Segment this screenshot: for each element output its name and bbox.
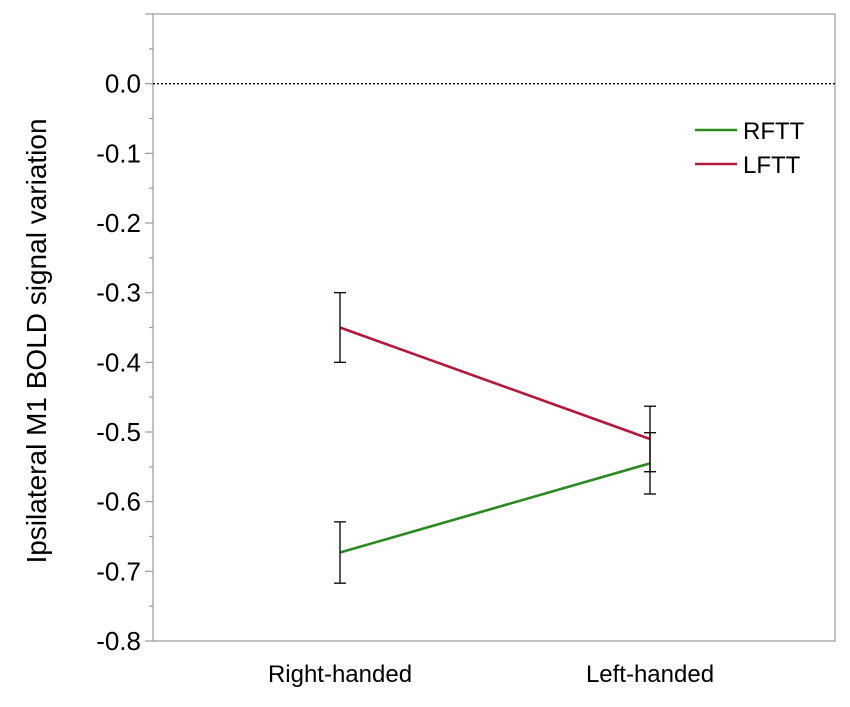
legend-label-lftt: LFTT xyxy=(743,152,801,179)
y-tick-label: -0.4 xyxy=(96,347,141,377)
y-axis-ticks: 0.0 -0.1 -0.2 -0.3 -0.4 -0.5 -0.6 -0.7 -0.8 xyxy=(96,13,153,656)
y-tick-label: -0.3 xyxy=(96,278,141,308)
legend: RFTT LFTT xyxy=(695,118,805,179)
legend-label-rftt: RFTT xyxy=(743,118,805,145)
error-bar xyxy=(644,405,656,473)
x-category-label: Right-handed xyxy=(268,661,412,688)
y-tick-label: -0.2 xyxy=(96,208,141,238)
error-bars xyxy=(334,291,656,584)
error-bar xyxy=(334,291,346,364)
y-tick-label: -0.6 xyxy=(96,487,141,517)
x-category-label: Left-handed xyxy=(586,661,714,688)
y-tick-label: -0.5 xyxy=(96,417,141,447)
y-tick-label: -0.1 xyxy=(96,138,141,168)
y-axis-title: Ipsilateral M1 BOLD signal variation xyxy=(21,118,52,563)
series-lines xyxy=(339,326,651,554)
y-tick-label: -0.7 xyxy=(96,556,141,586)
y-tick-label: 0.0 xyxy=(105,69,141,99)
axes: Right-handed Left-handed xyxy=(152,13,836,688)
series-line-lftt xyxy=(339,326,651,441)
error-bar xyxy=(334,521,346,584)
y-tick-label: -0.8 xyxy=(96,626,141,656)
plot-frame xyxy=(152,13,836,642)
series-line-rftt xyxy=(339,462,651,554)
